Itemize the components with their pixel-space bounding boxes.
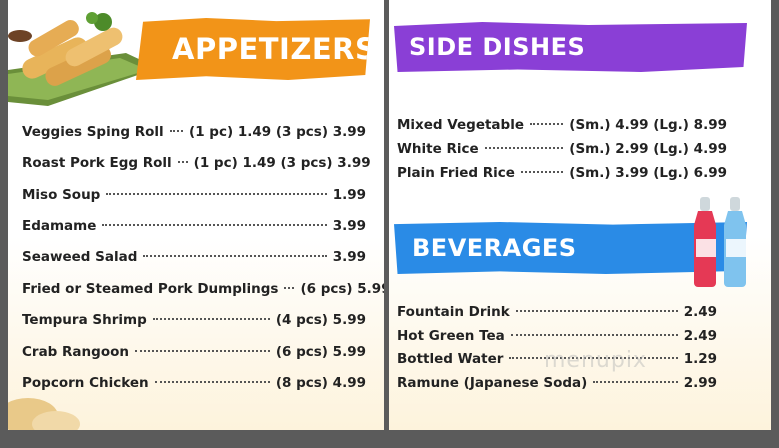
item-name: Crab Rangoon: [22, 344, 129, 360]
appetizers-heading: APPETIZERS: [136, 18, 370, 80]
item-price: 1.99: [332, 187, 366, 203]
item-price: (Sm.) 2.99 (Lg.) 4.99: [569, 141, 727, 157]
dot-leader: [510, 334, 678, 336]
menu-item: Miso Soup 1.99: [22, 187, 366, 203]
dot-leader: [515, 310, 678, 312]
menu-item: Bottled Water 1.29: [397, 351, 717, 367]
menu-item: Veggies Sping Roll (1 pc) 1.49 (3 pcs) 3…: [22, 124, 366, 140]
item-price: 2.99: [683, 375, 717, 391]
dot-leader: [520, 171, 564, 173]
item-name: Miso Soup: [22, 187, 101, 203]
dot-leader: [169, 130, 184, 132]
side-dishes-heading: SIDE DISHES: [394, 22, 747, 72]
dot-leader: [177, 161, 188, 163]
item-name: Fried or Steamed Pork Dumplings: [22, 281, 279, 297]
menu-item: Seaweed Salad 3.99: [22, 249, 366, 265]
item-name: Mixed Vegetable: [397, 117, 524, 133]
menu-item: Ramune (Japanese Soda) 2.99: [397, 375, 717, 391]
ramune-bottles-photo: [694, 197, 746, 287]
item-price: 2.49: [683, 304, 717, 320]
dot-leader: [143, 255, 327, 257]
dot-leader: [593, 381, 678, 383]
dot-leader: [484, 147, 564, 149]
item-name: Fountain Drink: [397, 304, 510, 320]
item-price: 3.99: [332, 218, 366, 234]
item-price: (6 pcs) 5.99: [275, 344, 366, 360]
item-name: Edamame: [22, 218, 97, 234]
item-price: 3.99: [332, 249, 366, 265]
dot-leader: [106, 193, 327, 195]
side-and-beverages-panel: SIDE DISHES Mixed Vegetable (Sm.) 4.99 (…: [389, 0, 771, 430]
menu-item: Edamame 3.99: [22, 218, 366, 234]
menu-item: Mixed Vegetable (Sm.) 4.99 (Lg.) 8.99: [397, 117, 727, 133]
item-name: Veggies Sping Roll: [22, 124, 164, 140]
item-name: Hot Green Tea: [397, 328, 505, 344]
item-price: (1 pc) 1.49 (3 pcs) 3.99: [193, 155, 371, 171]
menu-item: White Rice (Sm.) 2.99 (Lg.) 4.99: [397, 141, 727, 157]
menu-item: Tempura Shrimp (4 pcs) 5.99: [22, 312, 366, 328]
watermark: menupix: [544, 348, 647, 373]
item-price: 2.49: [683, 328, 717, 344]
item-name: Popcorn Chicken: [22, 375, 149, 391]
dot-leader: [102, 224, 327, 226]
item-price: (Sm.) 4.99 (Lg.) 8.99: [569, 117, 727, 133]
item-name: Seaweed Salad: [22, 249, 138, 265]
item-price: (4 pcs) 5.99: [275, 312, 366, 328]
menu-item: Plain Fried Rice (Sm.) 3.99 (Lg.) 6.99: [397, 165, 727, 181]
item-price: (1 pc) 1.49 (3 pcs) 3.99: [189, 124, 366, 140]
item-price: (8 pcs) 4.99: [275, 375, 366, 391]
item-price: (6 pcs) 5.99: [300, 281, 384, 297]
item-name: Ramune (Japanese Soda): [397, 375, 588, 391]
menu-item: Popcorn Chicken (8 pcs) 4.99: [22, 375, 366, 391]
menu-item: Roast Pork Egg Roll (1 pc) 1.49 (3 pcs) …: [22, 155, 371, 171]
dot-leader: [152, 318, 270, 320]
dot-leader: [509, 357, 678, 359]
item-name: Roast Pork Egg Roll: [22, 155, 172, 171]
dumpling-photo: [8, 398, 80, 430]
item-name: Tempura Shrimp: [22, 312, 147, 328]
appetizers-panel: APPETIZERS Veggies Sping Roll (1 pc) 1.4…: [8, 0, 384, 430]
item-name: White Rice: [397, 141, 479, 157]
menu-item: Fountain Drink 2.49: [397, 304, 717, 320]
menu-item: Fried or Steamed Pork Dumplings (6 pcs) …: [22, 281, 384, 297]
spring-rolls-photo: [8, 12, 158, 106]
dot-leader: [529, 123, 564, 125]
item-price: 1.29: [683, 351, 717, 367]
menu-item: Crab Rangoon (6 pcs) 5.99: [22, 344, 366, 360]
item-name: Bottled Water: [397, 351, 504, 367]
dot-leader: [154, 381, 270, 383]
item-name: Plain Fried Rice: [397, 165, 515, 181]
dot-leader: [134, 350, 270, 352]
menu-item: Hot Green Tea 2.49: [397, 328, 717, 344]
dot-leader: [284, 287, 295, 289]
item-price: (Sm.) 3.99 (Lg.) 6.99: [569, 165, 727, 181]
beverages-heading: BEVERAGES: [394, 222, 747, 274]
